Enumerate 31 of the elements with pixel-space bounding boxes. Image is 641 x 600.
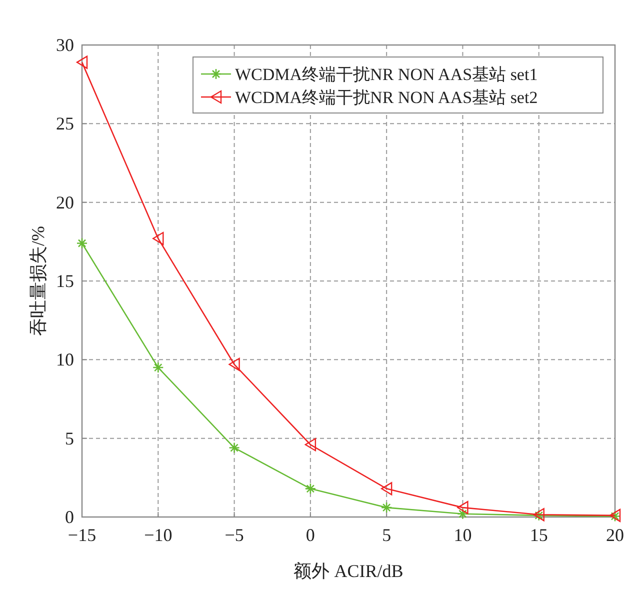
point — [228, 442, 240, 454]
y-tick-label: 20 — [56, 192, 74, 212]
y-tick-label: 25 — [56, 114, 74, 134]
x-tick-label: 20 — [606, 525, 624, 545]
y-tick-label: 0 — [65, 507, 74, 527]
point — [228, 358, 240, 371]
y-tick-label: 15 — [56, 271, 74, 291]
point — [380, 482, 392, 496]
point — [457, 508, 468, 520]
x-tick-label: 10 — [454, 525, 472, 545]
y-tick-label: 30 — [56, 35, 74, 55]
point — [76, 56, 88, 69]
x-axis-title: 额外 ACIR/dB — [294, 561, 404, 581]
x-tick-label: −15 — [68, 525, 96, 545]
x-tick-label: 15 — [530, 525, 548, 545]
point — [457, 500, 468, 514]
point — [152, 232, 164, 246]
point — [76, 238, 88, 249]
point — [304, 438, 316, 452]
x-tick-label: 0 — [306, 525, 315, 545]
y-tick-label: 5 — [65, 428, 74, 448]
x-tick-label: 5 — [382, 525, 392, 545]
y-tick-label: 10 — [56, 350, 74, 370]
point — [304, 483, 316, 494]
x-tick-label: −5 — [224, 525, 244, 545]
x-tick-label: −10 — [144, 525, 172, 545]
legend-label: WCDMA终端干扰NR NON AAS基站 set1 — [235, 65, 538, 84]
legend-label: WCDMA终端干扰NR NON AAS基站 set2 — [235, 88, 538, 107]
y-axis-title: 吞吐量损失/% — [28, 226, 48, 336]
point — [152, 362, 164, 374]
point — [380, 502, 392, 514]
